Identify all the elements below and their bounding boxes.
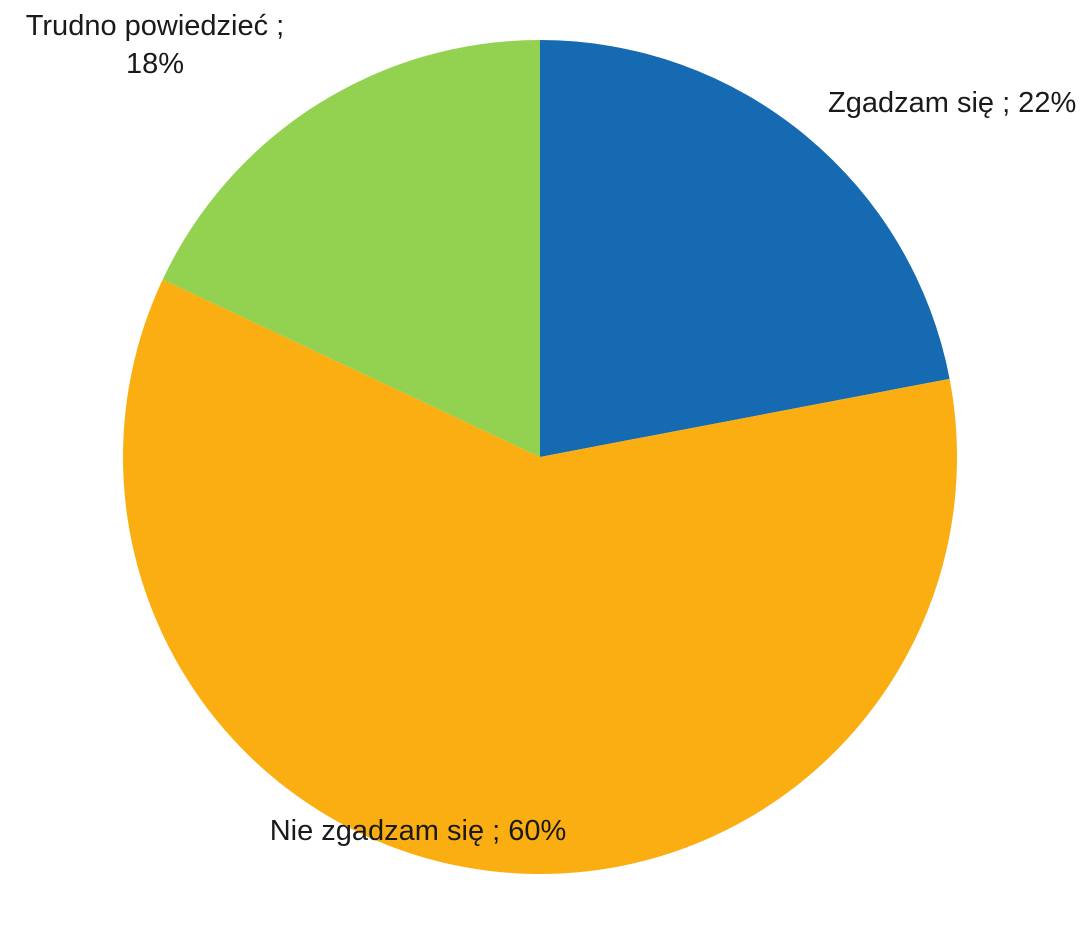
data-label-trudno-powiedziec: Trudno powiedzieć ; 18% xyxy=(26,10,284,80)
data-label-trudno-powiedziec-line-1: 18% xyxy=(126,48,184,80)
data-label-trudno-powiedziec-line-0: Trudno powiedzieć ; xyxy=(26,10,284,42)
slice-trudno-powiedziec xyxy=(162,40,540,457)
pie-slices xyxy=(122,40,957,874)
slice-zgadzam-sie xyxy=(540,40,950,457)
slice-nie-zgadzam-sie xyxy=(122,279,957,874)
data-label-nie-zgadzam-sie-line-0: Nie zgadzam się ; 60% xyxy=(270,815,567,847)
data-label-nie-zgadzam-sie: Nie zgadzam się ; 60% xyxy=(270,815,567,847)
pie-labels: Zgadzam się ; 22% Nie zgadzam się ; 60% Tr… xyxy=(26,10,1076,847)
data-label-zgadzam-sie: Zgadzam się ; 22% xyxy=(828,87,1076,119)
data-label-zgadzam-sie-line-0: Zgadzam się ; 22% xyxy=(828,87,1076,119)
